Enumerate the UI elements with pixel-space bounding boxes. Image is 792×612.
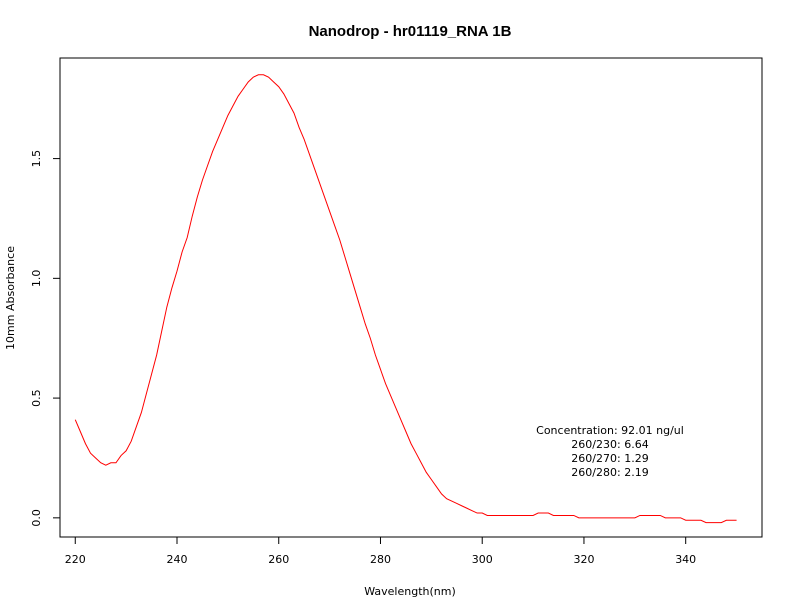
- annotation-line: 260/270: 1.29: [571, 452, 648, 465]
- y-tick-label: 0.0: [30, 509, 43, 527]
- x-tick-label: 320: [573, 553, 594, 566]
- y-tick-label: 0.5: [30, 389, 43, 407]
- x-tick-label: 340: [675, 553, 696, 566]
- x-tick-label: 300: [472, 553, 493, 566]
- x-axis: 220 240 260 280 300 320 340: [65, 537, 696, 566]
- x-tick-label: 240: [167, 553, 188, 566]
- x-tick-label: 220: [65, 553, 86, 566]
- y-axis-label: 10mm Absorbance: [4, 246, 17, 350]
- x-axis-label: Wavelength(nm): [364, 585, 456, 598]
- y-tick-label: 1.0: [30, 270, 43, 288]
- x-tick-label: 280: [370, 553, 391, 566]
- chart-title: Nanodrop - hr01119_RNA 1B: [309, 23, 512, 40]
- annotation-line: 260/280: 2.19: [571, 466, 648, 479]
- absorbance-line: [74, 74, 737, 524]
- plot-frame: [59, 57, 763, 538]
- annotation-line: 260/230: 6.64: [571, 438, 648, 451]
- y-tick-label: 1.5: [30, 150, 43, 168]
- x-tick-label: 260: [268, 553, 289, 566]
- y-axis: 0.0 0.5 1.0 1.5: [30, 150, 60, 527]
- annotation-line: Concentration: 92.01 ng/ul: [536, 424, 684, 437]
